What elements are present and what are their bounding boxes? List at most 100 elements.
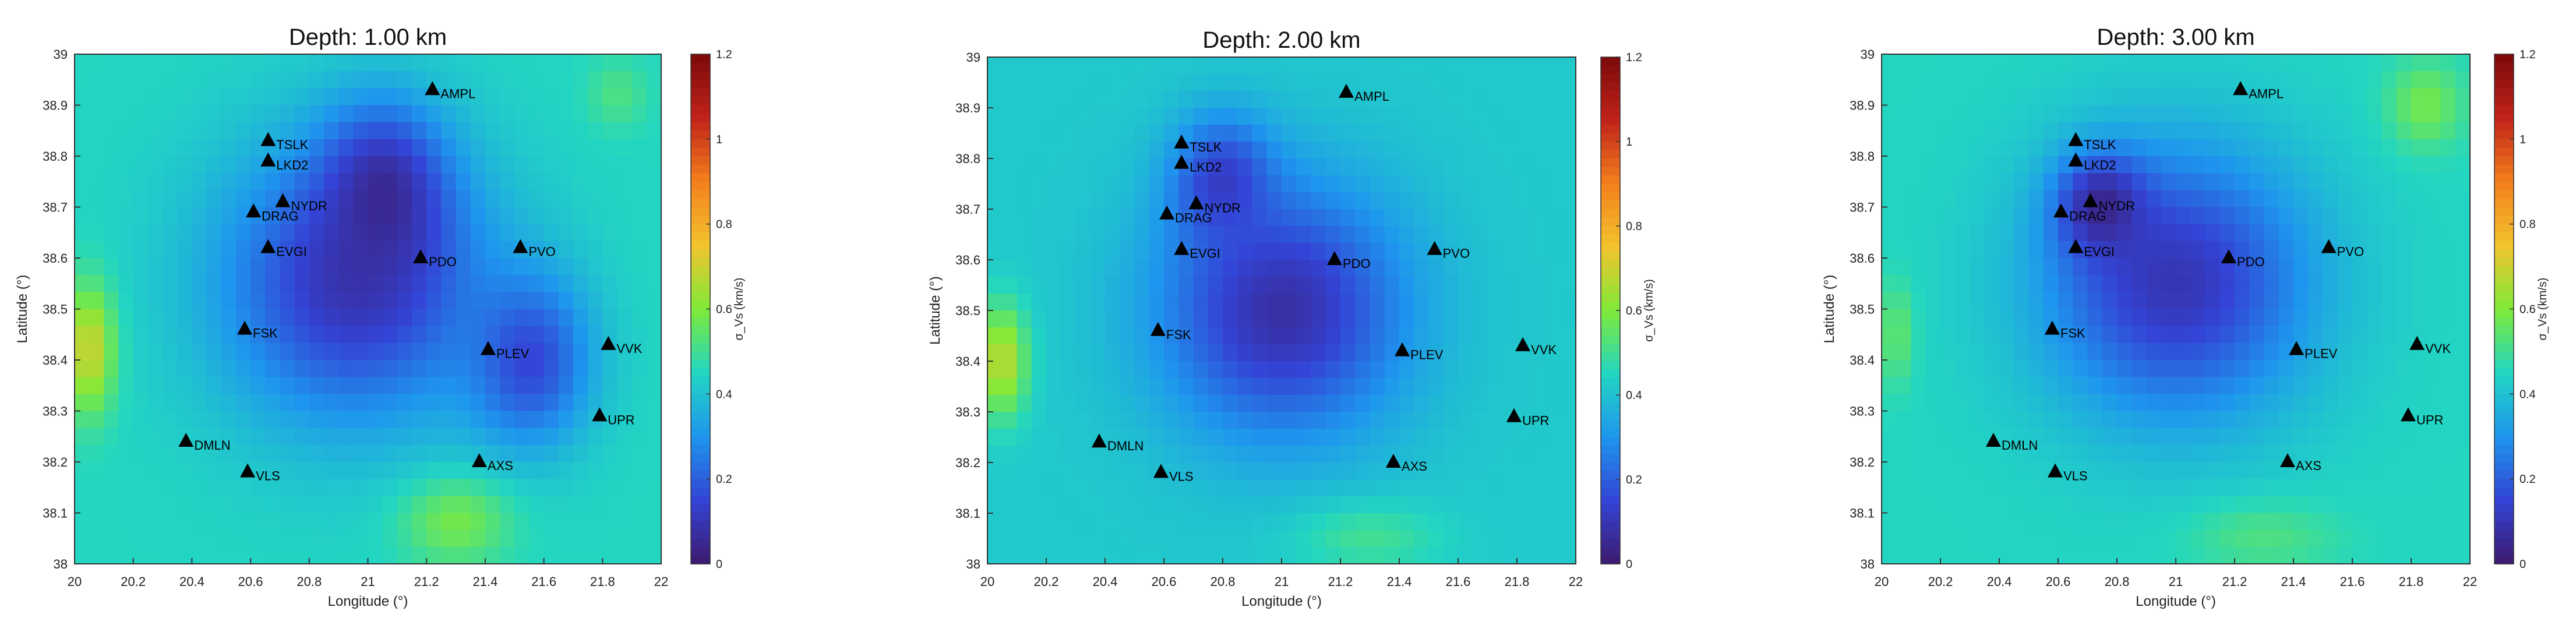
heatmap-cell (1223, 344, 1238, 362)
heatmap-cell (2293, 207, 2309, 225)
heatmap-cell (1399, 530, 1415, 548)
heatmap-cell (1002, 57, 1018, 75)
heatmap-cell (2352, 394, 2368, 412)
x-tick-label: 21.8 (590, 574, 615, 589)
heatmap-cell (1925, 275, 1941, 293)
heatmap-cell (588, 360, 604, 377)
heatmap-cell (602, 529, 618, 548)
heatmap-cell (2043, 224, 2059, 242)
heatmap-cell (1208, 310, 1223, 328)
heatmap-cell (1223, 158, 1238, 176)
heatmap-cell (1940, 241, 1956, 259)
heatmap-cell (2176, 258, 2192, 276)
heatmap-cell (1223, 209, 1238, 227)
heatmap-cell (1999, 190, 2015, 208)
heatmap-cell (1940, 411, 1956, 429)
heatmap-cell (104, 139, 119, 157)
heatmap-cell (1340, 125, 1356, 142)
heatmap-cell (1223, 429, 1238, 446)
heatmap-cell (147, 326, 163, 344)
colorbar-step (2494, 198, 2514, 208)
heatmap-cell (1970, 292, 1985, 310)
heatmap-cell (2249, 496, 2265, 514)
heatmap-cell (2161, 546, 2176, 564)
heatmap-cell (1911, 479, 1926, 497)
heatmap-cell (1017, 260, 1032, 277)
heatmap-cell (485, 173, 500, 191)
heatmap-cell (2102, 224, 2118, 242)
x-tick-label: 20 (1875, 574, 1889, 589)
heatmap-cell (118, 546, 134, 564)
heatmap-cell (294, 156, 310, 174)
heatmap-cell (500, 139, 516, 157)
heatmap-cell (1208, 496, 1223, 514)
heatmap-cell (646, 496, 662, 514)
heatmap-cell (2352, 241, 2368, 259)
heatmap-cell (470, 377, 486, 395)
heatmap-cell (1443, 361, 1459, 379)
heatmap-cell (2249, 139, 2265, 157)
heatmap-cell (177, 309, 193, 327)
heatmap-cell (1282, 310, 1297, 328)
heatmap-cell (1120, 277, 1135, 294)
heatmap-cell (1105, 57, 1121, 75)
heatmap-cell (1882, 275, 1897, 293)
station-marker (2233, 81, 2249, 96)
heatmap-cell (456, 292, 471, 310)
heatmap-cell (1252, 429, 1268, 446)
station-marker (275, 193, 291, 207)
heatmap-cell (987, 378, 1003, 396)
heatmap-cell (631, 105, 647, 123)
heatmap-cell (1443, 530, 1459, 548)
heatmap-cell (2087, 343, 2103, 361)
heatmap-cell (2264, 54, 2279, 72)
heatmap-cell (104, 496, 119, 514)
heatmap-cell (2323, 444, 2338, 463)
colorbar-step (691, 275, 710, 284)
heatmap-cell (426, 241, 442, 259)
heatmap-cell (485, 546, 500, 564)
heatmap-cell (1178, 479, 1194, 497)
heatmap-cell (2132, 411, 2147, 429)
colorbar-step (691, 496, 710, 505)
heatmap-cell (1414, 547, 1430, 564)
heatmap-cell (2235, 444, 2250, 463)
heatmap-cell (2043, 88, 2059, 106)
heatmap-cell (2146, 377, 2162, 395)
heatmap-cell (544, 326, 559, 344)
heatmap-cell (617, 377, 633, 395)
heatmap-cell (1223, 142, 1238, 159)
heatmap-cell (1208, 294, 1223, 311)
heatmap-cell (2235, 394, 2250, 412)
heatmap-cell (588, 529, 604, 548)
heatmap-cell (426, 444, 442, 463)
heatmap-cell (2219, 326, 2235, 344)
heatmap-cell (573, 479, 588, 497)
heatmap-cell (1340, 412, 1356, 429)
heatmap-cell (1999, 173, 2015, 191)
heatmap-cell (1105, 260, 1121, 277)
heatmap-cell (1208, 327, 1223, 345)
heatmap-cell (1031, 125, 1047, 142)
heatmap-cell (1090, 209, 1106, 227)
heatmap-cell (368, 462, 383, 479)
heatmap-cell (573, 309, 588, 327)
heatmap-cell (2014, 292, 2030, 310)
heatmap-cell (382, 411, 398, 429)
heatmap-cell (118, 496, 134, 514)
heatmap-cell (221, 224, 237, 242)
heatmap-cell (1458, 142, 1474, 159)
heatmap-cell (338, 377, 354, 395)
heatmap-cell (588, 71, 604, 89)
heatmap-cell (1925, 360, 1941, 377)
colorbar-step (1601, 319, 1620, 328)
heatmap-cell (2411, 207, 2427, 225)
heatmap-cell (456, 258, 471, 276)
heatmap-cell (1266, 513, 1282, 531)
heatmap-cell (1046, 209, 1062, 227)
heatmap-cell (2161, 394, 2176, 412)
heatmap-cell (441, 411, 457, 429)
heatmap-cell (1882, 513, 1897, 531)
heatmap-cell (1911, 411, 1926, 429)
heatmap-cell (89, 546, 105, 564)
